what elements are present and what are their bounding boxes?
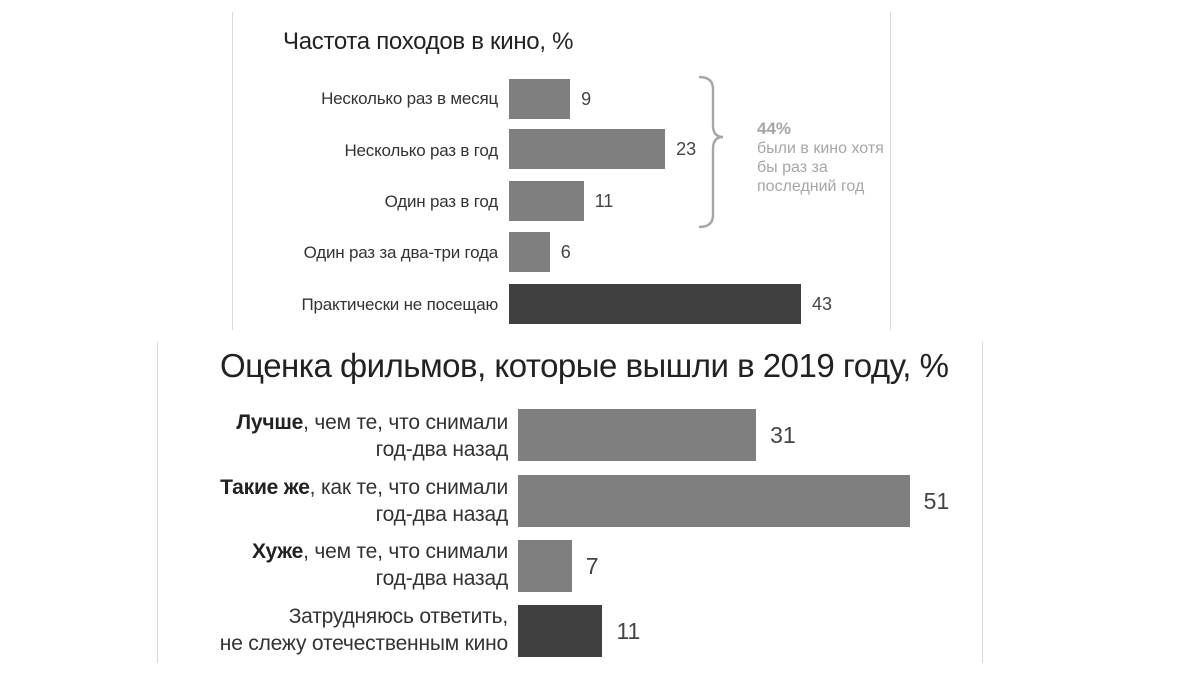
chart1-cat-label: Один раз в год	[384, 192, 499, 211]
divider-line	[890, 12, 891, 330]
cat-text: , чем те, что снимали	[303, 411, 508, 434]
cat-text-line2: не слежу отечественным кино	[219, 632, 508, 655]
chart2-cat-label: Хуже, чем те, что снимали год-два назад	[252, 538, 508, 592]
cat-bold: Хуже	[251, 540, 304, 563]
cat-text: , чем те, что снимали	[303, 540, 508, 563]
chart1-cat-label: Несколько раз в месяц	[321, 89, 498, 108]
chart2-cat-label: Лучше, чем те, что снимали год-два назад	[236, 409, 508, 463]
bar	[509, 79, 571, 119]
cat-bold: Лучше	[236, 411, 304, 434]
data-label: 51	[923, 488, 950, 514]
divider-line	[982, 342, 983, 663]
bar	[518, 540, 572, 592]
chart2-cat-label: Затрудняюсь ответить, не слежу отечестве…	[220, 603, 508, 657]
chart2-title: Оценка фильмов, которые вышли в 2019 год…	[220, 347, 949, 384]
data-label: 9	[581, 89, 592, 109]
cat-text: , как те, что снимали	[309, 476, 509, 499]
data-label: 7	[585, 553, 599, 579]
chart1-cat-label: Несколько раз в год	[344, 141, 498, 160]
chart1-cat-label: Один раз за два-три года	[303, 243, 499, 262]
annotation-value: 44%	[757, 119, 792, 138]
data-label: 6	[560, 242, 571, 262]
data-label: 31	[770, 422, 796, 448]
bar	[509, 284, 801, 324]
annotation-text: были в кино хотя бы раз за последний год	[757, 140, 884, 195]
data-label: 23	[676, 139, 697, 159]
cat-text: Затрудняюсь ответить,	[288, 605, 508, 628]
brace-icon	[698, 75, 724, 229]
data-label: 11	[616, 618, 641, 644]
cat-bold: Такие же	[220, 476, 310, 499]
bar	[509, 232, 550, 272]
bar	[518, 409, 757, 461]
cat-text-line2: год-два назад	[375, 567, 509, 590]
divider-line	[232, 12, 233, 330]
bar	[518, 475, 910, 527]
data-label: 43	[811, 294, 832, 314]
cat-text-line2: год-два назад	[375, 503, 509, 526]
bar	[509, 129, 666, 169]
bar	[509, 181, 584, 221]
chart1-title: Частота походов в кино, %	[283, 28, 574, 55]
cat-text-line2: год-два назад	[375, 438, 509, 461]
chart1-cat-label: Практически не посещаю	[301, 295, 499, 314]
chart2-cat-label: Такие же, как те, что снимали год-два на…	[220, 474, 508, 528]
bar	[518, 605, 603, 657]
data-label: 11	[594, 191, 614, 211]
divider-line	[157, 342, 158, 663]
